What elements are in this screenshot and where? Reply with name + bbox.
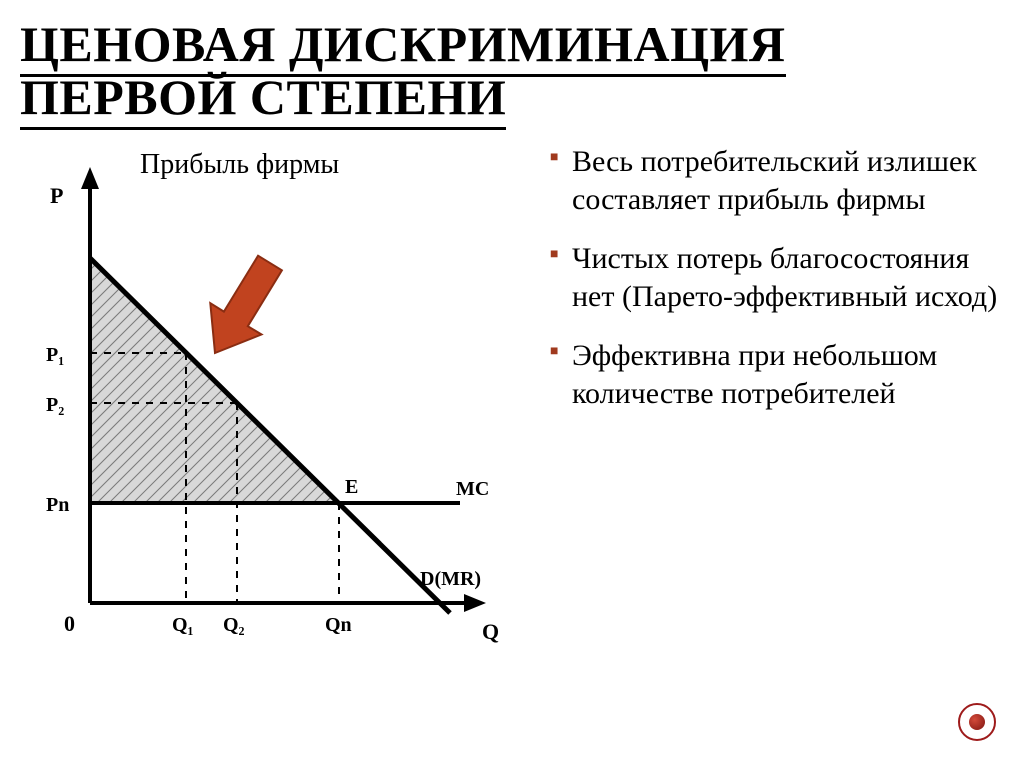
decorative-corner-dot-inner (969, 714, 985, 730)
chart-caption: Прибыль фирмы (140, 149, 339, 181)
price-discrimination-chart: P Q 0 P₁ P₂ Pn Q₁ Q₂ Qn E MC D(MR) (20, 143, 520, 663)
svg-text:D(MR): D(MR) (420, 568, 481, 590)
svg-text:P: P (50, 183, 63, 208)
bullet-item: Эффективна при небольшом количестве потр… (550, 337, 1004, 412)
content-row: Прибыль фирмы P Q 0 P₁ P₂ Pn Q₁ Q₂ Qn E MC D(MR) Ве… (20, 143, 1004, 663)
decorative-corner-dot-icon (958, 703, 996, 741)
chart-column: Прибыль фирмы P Q 0 P₁ P₂ Pn Q₁ Q₂ Qn E MC D(MR) (20, 143, 540, 663)
slide-title: ЦЕНОВАЯ ДИСКРИМИНАЦИЯ ПЕРВОЙ СТЕПЕНИ (20, 18, 1004, 123)
svg-text:E: E (345, 476, 358, 498)
svg-text:0: 0 (64, 611, 75, 636)
svg-text:MC: MC (456, 478, 489, 500)
bullet-item: Весь потребительский излишек составляет … (550, 143, 1004, 218)
title-line-1: ЦЕНОВАЯ ДИСКРИМИНАЦИЯ (20, 16, 786, 77)
svg-text:P₂: P₂ (46, 394, 64, 416)
svg-text:Q₁: Q₁ (172, 614, 194, 636)
bullet-list: Весь потребительский излишек составляет … (540, 143, 1004, 663)
svg-text:Pn: Pn (46, 494, 69, 516)
slide: ЦЕНОВАЯ ДИСКРИМИНАЦИЯ ПЕРВОЙ СТЕПЕНИ При… (0, 0, 1024, 767)
svg-text:Qn: Qn (325, 614, 352, 636)
svg-text:P₁: P₁ (46, 344, 64, 366)
title-line-2: ПЕРВОЙ СТЕПЕНИ (20, 69, 506, 130)
bullet-item: Чистых потерь благосостояния нет (Парето… (550, 240, 1004, 315)
svg-text:Q: Q (482, 619, 499, 644)
svg-text:Q₂: Q₂ (223, 614, 245, 636)
